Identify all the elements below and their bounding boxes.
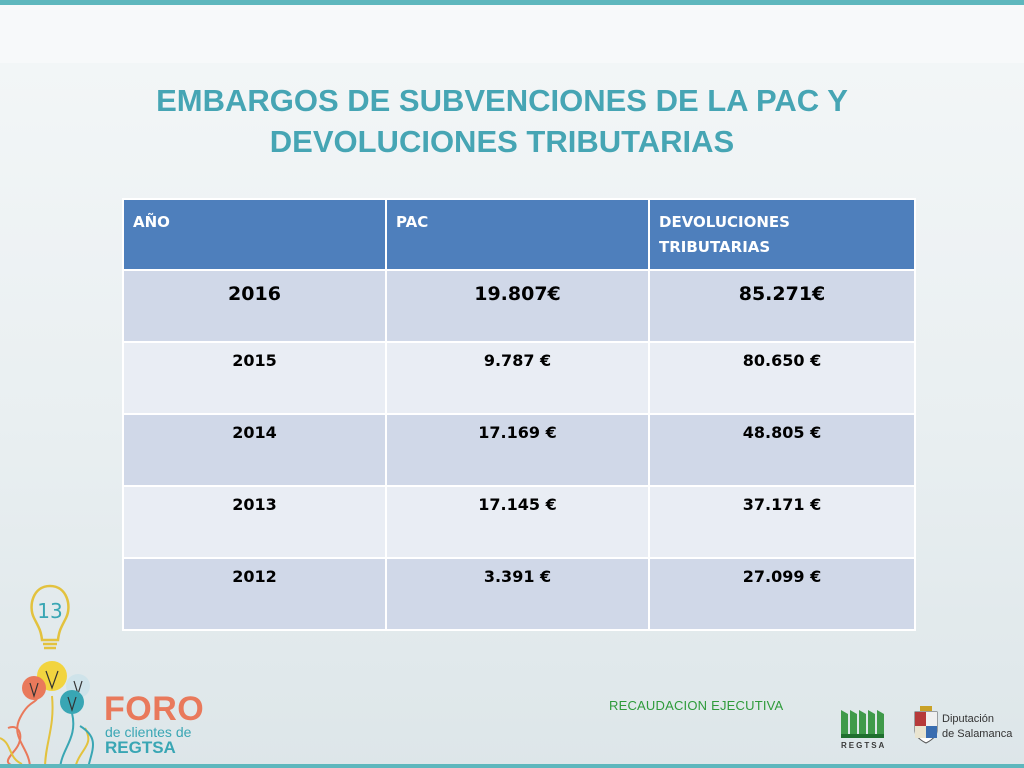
foro-subtitle: de clientes de	[105, 724, 192, 740]
table-row: 2012 3.391 € 27.099 €	[122, 557, 916, 631]
table-row: 2013 17.145 € 37.171 €	[122, 485, 916, 559]
cell-pac: 19.807€	[385, 269, 650, 343]
cell-devoluciones: 48.805 €	[648, 413, 916, 487]
cell-year: 2016	[122, 269, 387, 343]
top-panel	[0, 5, 1024, 63]
table-header-row: AÑO PAC DEVOLUCIONES TRIBUTARIAS	[122, 198, 916, 271]
cell-pac: 9.787 €	[385, 341, 650, 415]
cell-devoluciones: 37.171 €	[648, 485, 916, 559]
regtsa-logo	[841, 710, 884, 738]
bottom-accent-bar	[0, 764, 1024, 768]
cell-pac: 3.391 €	[385, 557, 650, 631]
top-accent-bar	[0, 0, 1024, 5]
header-devoluciones: DEVOLUCIONES TRIBUTARIAS	[648, 198, 916, 271]
slide-title-line-2: DEVOLUCIONES TRIBUTARIAS	[269, 124, 735, 159]
slide-title: EMBARGOS DE SUBVENCIONES DE LA PAC Y DEV…	[60, 80, 944, 162]
diputacion-line-1: Diputación	[942, 713, 994, 725]
foro-number: 13	[37, 599, 62, 623]
cell-devoluciones: 27.099 €	[648, 557, 916, 631]
cell-pac: 17.169 €	[385, 413, 650, 487]
diputacion-crest-icon	[914, 706, 938, 744]
slide-title-line-1: EMBARGOS DE SUBVENCIONES DE LA PAC Y	[156, 83, 848, 118]
foro-subtitle-regtsa: REGTSA	[105, 738, 176, 757]
foro-lightbulb-logo: 13	[0, 584, 94, 768]
header-year: AÑO	[122, 198, 387, 271]
cell-year: 2012	[122, 557, 387, 631]
footer-caption: RECAUDACION EJECUTIVA	[609, 698, 784, 713]
table-row: 2015 9.787 € 80.650 €	[122, 341, 916, 415]
cell-year: 2013	[122, 485, 387, 559]
table-row: 2014 17.169 € 48.805 €	[122, 413, 916, 487]
cell-devoluciones: 85.271€	[648, 269, 916, 343]
regtsa-label: REGTSA	[841, 741, 887, 750]
table-row: 2016 19.807€ 85.271€	[122, 269, 916, 343]
cell-year: 2015	[122, 341, 387, 415]
cell-pac: 17.145 €	[385, 485, 650, 559]
diputacion-label: Diputación de Salamanca	[942, 712, 1012, 742]
header-pac: PAC	[385, 198, 650, 271]
cell-devoluciones: 80.650 €	[648, 341, 916, 415]
data-table: AÑO PAC DEVOLUCIONES TRIBUTARIAS 2016 19…	[122, 198, 916, 631]
foro-title: FORO	[104, 690, 205, 728]
cell-year: 2014	[122, 413, 387, 487]
diputacion-line-2: de Salamanca	[942, 728, 1013, 740]
